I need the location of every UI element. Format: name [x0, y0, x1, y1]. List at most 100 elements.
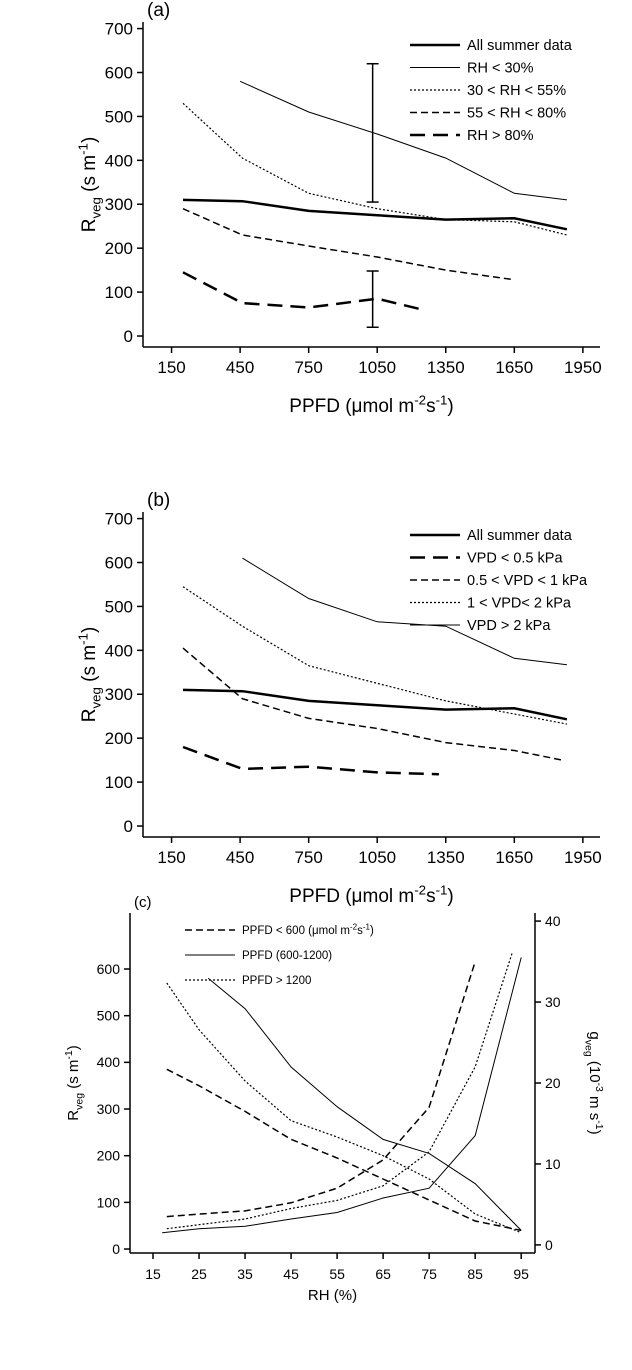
y-tick-label: 500: [105, 597, 133, 616]
label-part: -1: [63, 1050, 75, 1059]
label-part: PPFD > 1200: [242, 975, 311, 987]
y-tick-label: 200: [97, 1148, 121, 1164]
x-tick-label: 95: [513, 1266, 529, 1282]
x-tick-label: 750: [294, 358, 322, 377]
x-axis-label: PPFD (μmol m-2s-1): [289, 882, 453, 907]
series-line: [182, 271, 424, 311]
label-part: PPFD < 600 (μmol m: [242, 925, 350, 937]
x-tick-label: 150: [157, 358, 185, 377]
label-part: RH (%): [308, 1287, 357, 1304]
y-tick-label: 200: [105, 729, 133, 748]
series-line: [166, 953, 513, 1230]
legend-label: 0.5 < VPD < 1 kPa: [467, 573, 588, 589]
x-tick-label: 55: [329, 1266, 345, 1282]
y-tick-label: 0: [112, 1241, 120, 1257]
label-part: s: [426, 886, 436, 907]
series-line: [166, 982, 522, 1234]
y2-tick-label: 40: [545, 913, 561, 929]
x-axis-label: PPFD (μmol m-2s-1): [289, 392, 453, 417]
x-tick-label: 75: [421, 1266, 437, 1282]
y-tick-label: 0: [124, 817, 133, 836]
label-part: -1: [593, 1120, 605, 1129]
y-tick-label: 0: [124, 327, 133, 346]
x-tick-label: 1050: [358, 358, 396, 377]
label-part: -1: [75, 633, 90, 645]
series-line: [182, 688, 568, 721]
label-part: PPFD (μmol m: [289, 886, 414, 907]
legend-label: VPD > 2 kPa: [467, 618, 551, 634]
x-tick-label: 85: [467, 1266, 483, 1282]
label-part: ): [65, 1045, 82, 1050]
x-tick-label: 1950: [564, 848, 602, 867]
legend-label: VPD < 0.5 kPa: [467, 551, 563, 567]
panel-label: (a): [147, 0, 170, 21]
y-tick-label: 400: [97, 1054, 121, 1070]
label-part: (s m: [65, 1060, 82, 1093]
panel-label: (c): [134, 894, 152, 911]
label-part: -1: [75, 143, 90, 155]
y-tick-label: 100: [105, 283, 133, 302]
label-part: veg: [74, 1093, 86, 1110]
x-tick-label: 15: [145, 1266, 161, 1282]
y-tick-label: 600: [105, 553, 133, 572]
label-part: ): [370, 925, 374, 937]
x-tick-label: 1650: [495, 358, 533, 377]
label-part: m s: [586, 1092, 603, 1120]
x-tick-label: 1650: [495, 848, 533, 867]
y2-tick-label: 20: [545, 1075, 561, 1091]
y-tick-label: 100: [105, 773, 133, 792]
series-line: [182, 647, 563, 761]
panel-label: (b): [147, 490, 170, 511]
legend-label: All summer data: [467, 528, 573, 544]
label: gveg (10-3 m s-1): [583, 1031, 606, 1134]
series-line: [182, 198, 568, 231]
legend-label: PPFD < 600 (μmol m-2s-1): [242, 922, 374, 937]
label-part: veg: [89, 687, 104, 708]
y-tick-label: 400: [105, 641, 133, 660]
y-tick-label: 300: [105, 685, 133, 704]
series-line: [162, 957, 522, 1234]
x-axis-label: RH (%): [308, 1287, 357, 1304]
label-part: -1: [363, 922, 371, 931]
label-part: (s m: [79, 155, 100, 197]
x-tick-label: 450: [226, 848, 254, 867]
y-tick-label: 500: [97, 1008, 121, 1024]
label-part: veg: [89, 197, 104, 218]
series-line: [242, 557, 567, 666]
y-tick-label: 100: [97, 1194, 121, 1210]
x-tick-label: 1950: [564, 358, 602, 377]
series-line: [182, 208, 515, 281]
x-tick-label: 35: [237, 1266, 253, 1282]
label-part: PPFD (μmol m: [289, 396, 414, 417]
y2-tick-label: 30: [545, 994, 561, 1010]
label-part: -2: [350, 922, 358, 931]
series-line: [166, 961, 476, 1218]
label: Rveg (s m-1): [63, 1045, 86, 1120]
label-part: R: [79, 709, 100, 723]
legend-label: RH < 30%: [467, 61, 534, 77]
x-tick-label: 25: [191, 1266, 207, 1282]
label-part: g: [586, 1031, 603, 1039]
x-tick-label: 1350: [427, 848, 465, 867]
series-line: [182, 102, 568, 236]
label-part: R: [65, 1110, 82, 1121]
label-part: ): [586, 1130, 603, 1135]
x-tick-label: 1050: [358, 848, 396, 867]
x-tick-label: 1350: [427, 358, 465, 377]
y-tick-label: 500: [105, 107, 133, 126]
y-tick-label: 700: [105, 20, 133, 39]
x-tick-label: 450: [226, 358, 254, 377]
label-part: -1: [436, 882, 448, 897]
label-part: PPFD (600-1200): [242, 950, 332, 962]
y-tick-label: 300: [105, 195, 133, 214]
series-line: [239, 80, 567, 201]
x-tick-label: 45: [283, 1266, 299, 1282]
y2-tick-label: 10: [545, 1156, 561, 1172]
y-tick-label: 300: [97, 1101, 121, 1117]
label-part: veg: [583, 1040, 595, 1057]
series-line: [166, 1068, 522, 1232]
x-tick-label: 65: [375, 1266, 391, 1282]
x-tick-label: 150: [157, 848, 185, 867]
legend-label: RH > 80%: [467, 128, 534, 144]
